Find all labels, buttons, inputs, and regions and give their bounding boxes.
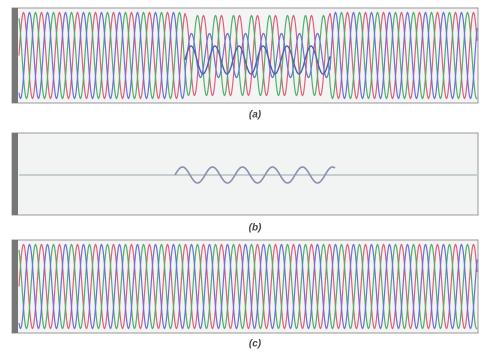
waveform [184, 45, 331, 75]
waveforms [18, 243, 478, 330]
panel-b: (b) [11, 132, 479, 234]
waveforms [18, 11, 478, 100]
waveforms [19, 166, 477, 184]
panel-label: (b) [249, 223, 262, 234]
panel-label: (a) [249, 110, 262, 121]
panel-c: (c) [11, 239, 479, 350]
waveform [174, 166, 336, 184]
panel-label: (c) [249, 339, 262, 350]
panel-frame [11, 132, 479, 216]
waveform [18, 243, 478, 330]
waveform [18, 11, 478, 100]
waveform [18, 243, 478, 330]
waveform [18, 11, 478, 100]
axis-strip [12, 240, 18, 333]
axis-strip [12, 133, 18, 215]
axis-strip [12, 8, 18, 103]
panel-a: (a) [11, 7, 479, 121]
